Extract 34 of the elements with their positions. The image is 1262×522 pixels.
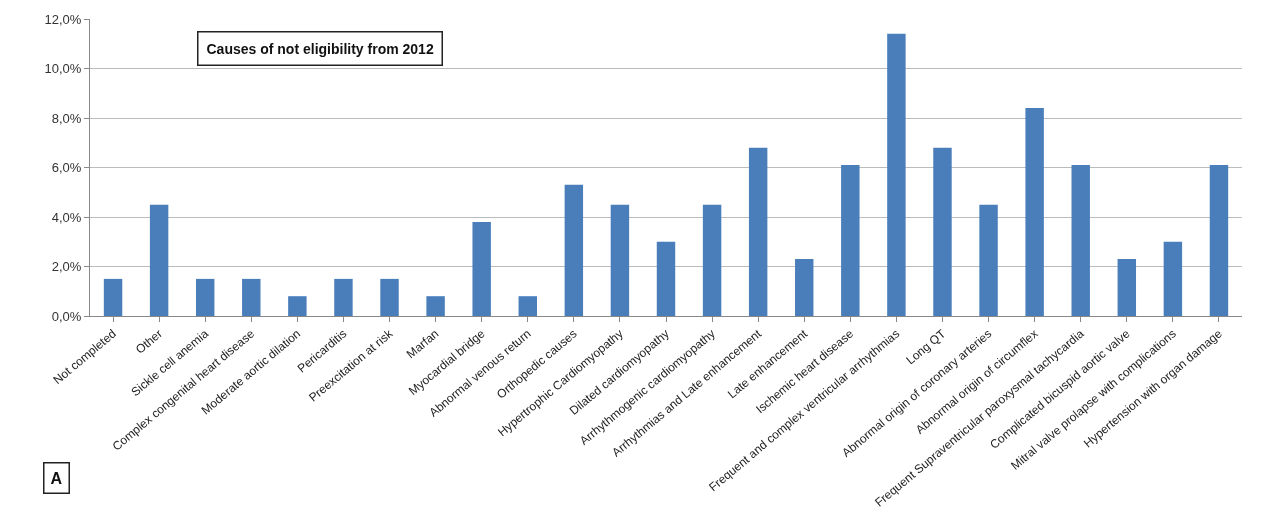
bar bbox=[656, 241, 676, 316]
bar bbox=[1117, 259, 1137, 316]
bar bbox=[1071, 165, 1090, 316]
text: A bbox=[50, 469, 63, 487]
bar bbox=[149, 204, 169, 316]
y-tick-label: 8,0% bbox=[51, 110, 82, 126]
bar bbox=[426, 296, 445, 316]
bar bbox=[748, 147, 768, 316]
bar bbox=[887, 33, 906, 316]
bar bbox=[103, 278, 123, 316]
bar bbox=[795, 259, 814, 316]
bar bbox=[380, 278, 399, 316]
bar bbox=[564, 184, 584, 316]
bar bbox=[610, 204, 630, 316]
bar bbox=[1025, 108, 1044, 316]
bar bbox=[933, 147, 952, 316]
bar bbox=[1209, 165, 1229, 316]
text: Causes of not eligibility from 2012 bbox=[206, 40, 434, 57]
bar bbox=[195, 278, 215, 316]
y-tick-label: 2,0% bbox=[51, 259, 82, 275]
bar bbox=[472, 221, 491, 316]
y-tick-label: 12,0% bbox=[44, 11, 82, 27]
y-tick-label: 4,0% bbox=[51, 209, 82, 225]
bar bbox=[518, 296, 537, 316]
bar bbox=[1163, 241, 1183, 316]
y-tick-label: 10,0% bbox=[44, 61, 82, 77]
bar bbox=[334, 278, 353, 316]
bar bbox=[702, 204, 722, 316]
y-tick-label: 0,0% bbox=[51, 308, 82, 324]
bar bbox=[841, 165, 860, 316]
bar bbox=[242, 278, 261, 316]
bar bbox=[979, 204, 998, 316]
y-tick-label: 6,0% bbox=[51, 160, 82, 176]
bar bbox=[288, 296, 307, 316]
